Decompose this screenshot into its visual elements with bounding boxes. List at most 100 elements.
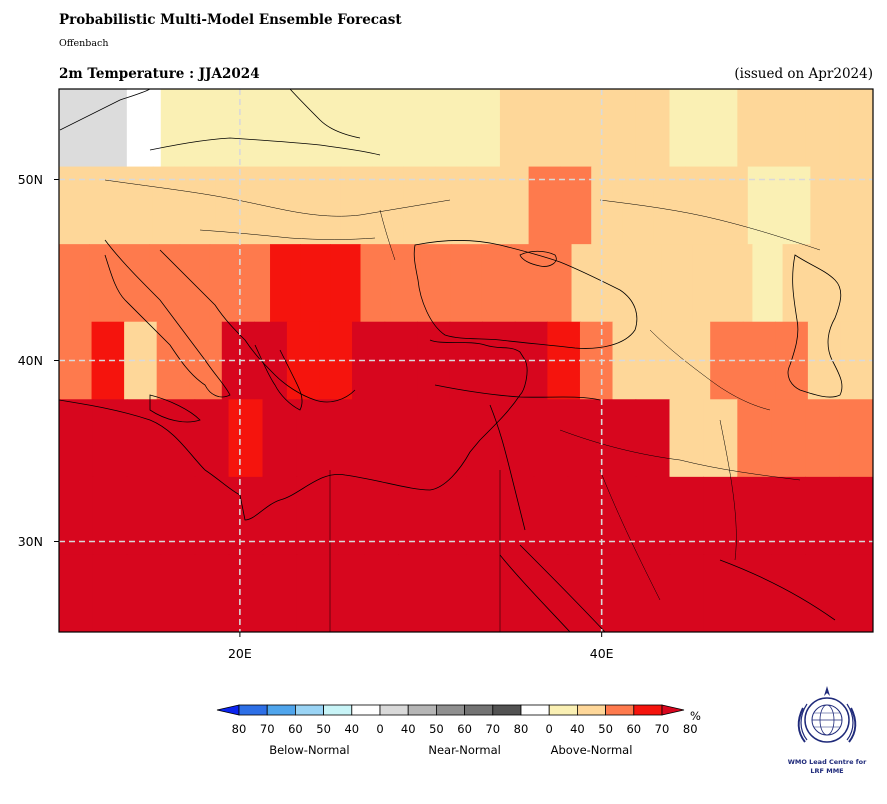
field-cell bbox=[805, 89, 840, 168]
field-cell bbox=[92, 399, 128, 478]
field-cell bbox=[703, 89, 738, 168]
field-cell bbox=[653, 166, 686, 245]
field-cell bbox=[160, 476, 196, 556]
field-cell bbox=[466, 166, 498, 245]
colorbar-tick-label: 40 bbox=[570, 722, 585, 736]
field-cell bbox=[330, 476, 365, 556]
field-cell bbox=[737, 476, 772, 556]
field-cell bbox=[716, 166, 749, 245]
colorbar-arrow-left bbox=[216, 704, 240, 716]
x-tick-label: 40E bbox=[590, 646, 614, 661]
colorbar-tick-label: 70 bbox=[260, 722, 275, 736]
colorbar-swatch bbox=[492, 704, 522, 716]
field-cell bbox=[360, 244, 392, 323]
field-cell bbox=[839, 554, 873, 632]
colorbar-tick-label: 40 bbox=[401, 722, 416, 736]
field-cell bbox=[692, 244, 723, 323]
field-cell bbox=[601, 399, 637, 478]
field-cell bbox=[782, 244, 814, 323]
colorbar-tick-label: 80 bbox=[683, 722, 698, 736]
colorbar-swatch bbox=[435, 704, 465, 716]
colorbar-tick-label: 60 bbox=[457, 722, 472, 736]
field-cell bbox=[270, 244, 301, 323]
field-cell bbox=[528, 166, 561, 245]
field-cell bbox=[511, 244, 542, 323]
field-cell bbox=[228, 89, 264, 168]
field-cell bbox=[215, 166, 248, 245]
colorbar-swatch bbox=[323, 704, 353, 716]
field-cell bbox=[466, 399, 501, 478]
field-cell bbox=[703, 399, 738, 478]
field-cell bbox=[59, 89, 94, 168]
field-cell bbox=[449, 321, 483, 400]
field-cell bbox=[591, 166, 624, 245]
field-cell bbox=[669, 399, 705, 478]
field-cell bbox=[330, 554, 365, 632]
field-cell bbox=[839, 399, 873, 478]
field-cell bbox=[805, 399, 840, 478]
field-cell bbox=[398, 399, 433, 478]
field-cell bbox=[319, 321, 353, 400]
colorbar-swatch bbox=[577, 704, 607, 716]
colorbar-tick-label: 0 bbox=[546, 722, 553, 736]
field-cell bbox=[601, 476, 637, 556]
field-cell bbox=[533, 554, 569, 632]
field-cell bbox=[661, 244, 693, 323]
field-cell bbox=[340, 166, 373, 245]
field-cell bbox=[466, 89, 501, 168]
field-cell bbox=[194, 476, 230, 556]
field-cell bbox=[810, 166, 843, 245]
gridlines bbox=[59, 89, 873, 632]
field-cell bbox=[59, 244, 90, 323]
field-cell bbox=[499, 89, 535, 168]
axis-ticks: 20E 40E 30N 40N 50N bbox=[18, 172, 614, 661]
field-cell bbox=[541, 244, 573, 323]
field-cell bbox=[839, 476, 873, 556]
field-cell bbox=[59, 166, 91, 245]
field-cell bbox=[722, 244, 754, 323]
field-cell bbox=[601, 554, 637, 632]
colorbar-swatch bbox=[605, 704, 635, 716]
colorbar-swatch bbox=[266, 704, 296, 716]
field-cell bbox=[567, 89, 603, 168]
field-cell bbox=[635, 476, 671, 556]
field-cell bbox=[126, 399, 162, 478]
field-cell bbox=[737, 399, 772, 478]
field-cell bbox=[669, 554, 705, 632]
field-cell bbox=[364, 476, 399, 556]
colorbar-tick-label: 80 bbox=[232, 722, 247, 736]
colorbar-swatch bbox=[379, 704, 409, 716]
field-cell bbox=[771, 554, 806, 632]
field-cell bbox=[805, 554, 840, 632]
field-cell bbox=[228, 476, 264, 556]
field-cell bbox=[121, 166, 154, 245]
field-cell bbox=[160, 554, 196, 632]
field-cell bbox=[499, 476, 535, 556]
colorbar-tick-label: 70 bbox=[655, 722, 670, 736]
field-cell bbox=[330, 399, 365, 478]
field-cell bbox=[703, 554, 738, 632]
colorbar-swatch bbox=[464, 704, 494, 716]
field-cell bbox=[466, 476, 501, 556]
field-cell bbox=[771, 89, 806, 168]
field-cell bbox=[839, 89, 873, 168]
field-cell bbox=[209, 244, 241, 323]
field-cell bbox=[567, 554, 603, 632]
field-cell bbox=[398, 89, 433, 168]
field-cell bbox=[499, 554, 535, 632]
field-cell bbox=[669, 89, 705, 168]
field-cell bbox=[432, 399, 467, 478]
field-cell bbox=[364, 89, 399, 168]
colorbar-tick-label: 60 bbox=[288, 722, 303, 736]
field-cell bbox=[403, 166, 436, 245]
field-cell bbox=[499, 399, 535, 478]
field-cell bbox=[432, 476, 467, 556]
field-cell bbox=[364, 554, 399, 632]
field-cell bbox=[398, 554, 433, 632]
field-cell bbox=[152, 166, 185, 245]
colorbar: 80 70 60 50 40 0 40 50 60 70 80 0 40 50 60 70 80% Below-N… bbox=[216, 704, 701, 757]
field-cell bbox=[330, 89, 365, 168]
field-cell bbox=[685, 166, 718, 245]
variable-label: 2m Temperature : JJA2024 bbox=[59, 66, 260, 82]
